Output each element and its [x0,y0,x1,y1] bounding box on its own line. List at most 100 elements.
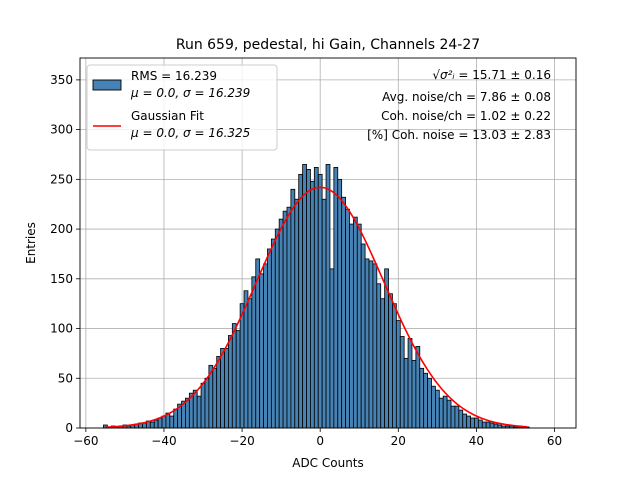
histogram-bar [341,196,346,429]
histogram-bar [407,338,413,429]
histogram-bar [450,405,456,429]
histogram-bar [161,415,167,429]
histogram-bar [173,408,179,429]
legend-entry-rms-params: μ = 0.0, σ = 16.239 [130,86,250,100]
legend-box [86,64,278,151]
chart-title: Run 659, pedestal, hi Gain, Channels 24-… [176,37,480,53]
histogram-bar [333,167,339,429]
annotation-coh-noise: Coh. noise/ch = 1.02 ± 0.22 [381,109,551,123]
x-tick-label: −20 [229,434,254,448]
histogram-bar [438,397,444,429]
histogram-bar [243,290,249,429]
histogram-bar [204,377,210,429]
histogram-bar [470,417,475,429]
x-axis-ticks: −60 −40 −20 0 20 40 60 [73,428,562,448]
histogram-bar [388,293,393,429]
histogram-bar [200,382,206,429]
histogram-bar [278,218,284,429]
histogram-bar [356,223,362,429]
histogram-bar [376,283,382,429]
y-tick-label: 300 [50,123,73,137]
histogram-bar [239,303,245,429]
histogram-bar [228,335,233,429]
histogram-bar [313,167,319,429]
histogram-bar [196,395,202,429]
histogram-bar [477,419,483,429]
histogram-bar [431,385,436,429]
legend-bar-swatch [92,79,122,91]
histogram-bar [493,423,499,429]
histogram-bar [306,168,311,429]
legend-entry-fit-params: μ = 0.0, σ = 16.325 [130,126,250,140]
histogram-bar [349,223,354,429]
y-tick-label: 0 [65,421,73,435]
histogram-bar [235,330,241,429]
noise-annotations: √σ²ᵢ = 15.71 ± 0.16 Avg. noise/ch = 7.86… [367,68,551,142]
x-tick-label: −60 [73,434,98,448]
histogram-bar [458,409,464,429]
y-tick-label: 150 [50,272,73,286]
annotation-coh-noise-percent: [%] Coh. noise = 13.03 ± 2.83 [367,128,551,142]
annotation-avg-noise: Avg. noise/ch = 7.86 ± 0.08 [382,90,551,104]
histogram-bar [267,248,272,429]
histogram-bar [317,173,323,429]
legend: RMS = 16.239 μ = 0.0, σ = 16.239 Gaussia… [86,64,278,151]
histogram-bar [329,268,335,429]
histogram-bar [192,389,198,429]
histogram-bar [298,173,304,429]
y-tick-label: 100 [50,322,73,336]
histogram-bar [435,389,440,429]
histogram-bar [345,208,350,429]
histogram-bar [263,263,268,429]
y-tick-label: 50 [58,371,73,385]
histogram-bar [399,336,405,429]
histogram-bar [220,348,225,429]
x-tick-label: 20 [391,434,406,448]
histogram-bar [153,419,159,429]
x-tick-label: −40 [151,434,176,448]
histogram-bar [231,323,237,429]
histogram-bar [286,206,292,429]
histogram-bar [415,346,421,429]
histogram-bar [474,417,479,429]
histogram-bar [247,298,253,429]
histogram-bar [364,258,370,429]
plot-frame [79,57,577,429]
histogram-bar [423,372,428,429]
histogram-bar [251,276,257,429]
histogram-bars [103,164,530,429]
histogram-bar [216,355,221,429]
y-axis-ticks: 0 50 100 150 200 250 300 350 [50,73,80,435]
histogram-bar [224,348,229,429]
histogram-bar [142,422,147,429]
legend-entry-fit: Gaussian Fit [131,109,204,123]
histogram-bar [489,422,495,429]
legend-entry-rms: RMS = 16.239 [131,69,217,83]
histogram-bar [255,258,261,429]
y-tick-label: 250 [50,172,73,186]
annotation-variance-symbol: √σ²ᵢ [432,68,454,82]
annotation-variance: √σ²ᵢ = 15.71 ± 0.16 [432,68,551,82]
histogram-bar [149,421,155,429]
histogram-bar [259,273,264,429]
histogram-bar [337,178,343,429]
histogram-bar [454,405,460,429]
histogram-bar [446,399,452,429]
histogram-bar [392,303,397,429]
annotation-variance-value: = 15.71 ± 0.16 [455,68,551,82]
histogram-bar [466,415,471,429]
histogram-bar [310,180,315,429]
histogram-bar [270,238,276,429]
histogram-bar [212,367,218,429]
histogram-bar [485,421,491,429]
histogram-bar [360,243,366,429]
histogram-bar [395,320,401,429]
x-axis-label: ADC Counts [292,456,364,470]
y-axis-label: Entries [24,222,38,264]
histogram-bar [419,367,425,429]
histogram-bar [427,377,432,429]
histogram-bar [462,413,468,429]
histogram-bar [169,415,175,429]
histogram-bar [372,263,378,429]
